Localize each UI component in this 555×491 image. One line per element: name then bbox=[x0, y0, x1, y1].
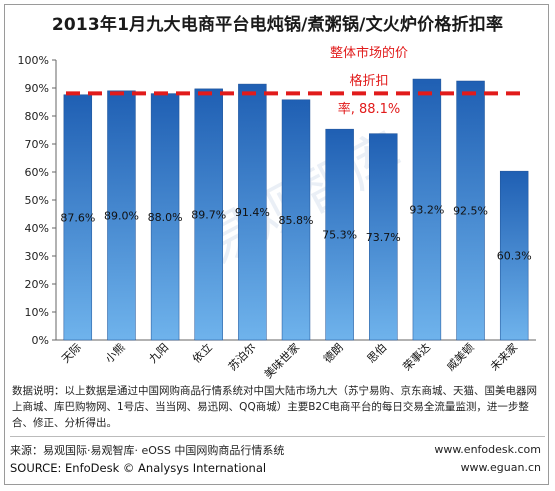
bar-value-label: 91.4% bbox=[235, 206, 270, 219]
annotation-line-1: 整体市场的价 bbox=[329, 46, 408, 61]
bar-chart: 易观智库 0%10%20%30%40%50%60%70%80%90%100% 8… bbox=[18, 54, 536, 381]
bar-10 bbox=[499, 170, 529, 341]
x-tick-label: 天际 bbox=[59, 341, 84, 366]
x-tick-label: 威美顿 bbox=[443, 340, 476, 373]
bar-value-label: 85.8% bbox=[279, 214, 314, 227]
bar-4 bbox=[238, 83, 267, 341]
x-tick-label: 依立 bbox=[189, 340, 214, 365]
source-en: SOURCE: EnfoDesk © Analysys Internationa… bbox=[10, 461, 267, 475]
site-link-enfodesk[interactable]: www.enfodesk.com bbox=[434, 443, 541, 456]
bar-value-label: 60.3% bbox=[497, 250, 532, 263]
bar-5 bbox=[281, 99, 311, 341]
y-tick-label: 40% bbox=[25, 222, 49, 235]
bar-value-label: 75.3% bbox=[322, 229, 357, 242]
y-tick-label: 0% bbox=[32, 334, 49, 347]
y-tick-label: 50% bbox=[25, 194, 49, 207]
x-tick-label: 未来家 bbox=[487, 340, 520, 373]
y-tick-label: 60% bbox=[25, 166, 49, 179]
bar-value-label: 89.0% bbox=[104, 209, 139, 222]
y-tick-label: 90% bbox=[25, 82, 49, 95]
x-tick-label: 美味世家 bbox=[261, 340, 302, 381]
site-link-eguan[interactable]: www.eguan.cn bbox=[460, 461, 541, 474]
y-tick-label: 10% bbox=[25, 306, 49, 319]
bar-6 bbox=[325, 128, 354, 341]
y-tick-label: 30% bbox=[25, 250, 49, 263]
bar-value-label: 89.7% bbox=[191, 208, 226, 221]
reference-annotation: 整体市场的价 格折扣 率, 88.1% bbox=[314, 40, 424, 124]
chart-title: 2013年1月九大电商平台电炖锅/煮粥锅/文火炉价格折扣率 bbox=[51, 15, 504, 35]
annotation-line-3: 率, 88.1% bbox=[337, 102, 401, 117]
footer-divider bbox=[10, 436, 545, 437]
x-tick-label: 苏泊尔 bbox=[226, 341, 259, 374]
source-cn: 来源：易观国际·易观智库· eOSS 中国网购商品行情系统 bbox=[10, 444, 285, 457]
y-tick-label: 80% bbox=[25, 110, 49, 123]
bar-value-label: 87.6% bbox=[60, 211, 95, 224]
x-tick-label: 九阳 bbox=[146, 341, 171, 366]
data-note: 数据说明：以上数据是通过中国网购商品行情系统对中国大陆市场九大（苏宁易购、京东商… bbox=[12, 385, 537, 429]
bar-1 bbox=[107, 90, 136, 341]
bar-3 bbox=[194, 88, 223, 341]
bar-value-label: 88.0% bbox=[148, 211, 183, 224]
bar-0 bbox=[63, 94, 93, 341]
y-tick-label: 100% bbox=[18, 54, 49, 67]
bar-7 bbox=[369, 133, 398, 341]
x-tick-label: 小熊 bbox=[102, 340, 127, 365]
x-tick-label: 荣事达 bbox=[401, 341, 434, 374]
bar-value-label: 93.2% bbox=[409, 204, 444, 217]
bar-8 bbox=[412, 78, 442, 341]
bar-9 bbox=[456, 80, 485, 341]
y-tick-label: 20% bbox=[25, 278, 49, 291]
y-tick-label: 70% bbox=[25, 138, 49, 151]
x-tick-label: 德朗 bbox=[320, 340, 345, 365]
bar-2 bbox=[150, 93, 180, 341]
annotation-line-2: 格折扣 bbox=[349, 74, 389, 89]
bar-value-label: 92.5% bbox=[453, 205, 488, 218]
bar-value-label: 73.7% bbox=[366, 231, 401, 244]
x-tick-label: 思伯 bbox=[364, 340, 389, 365]
